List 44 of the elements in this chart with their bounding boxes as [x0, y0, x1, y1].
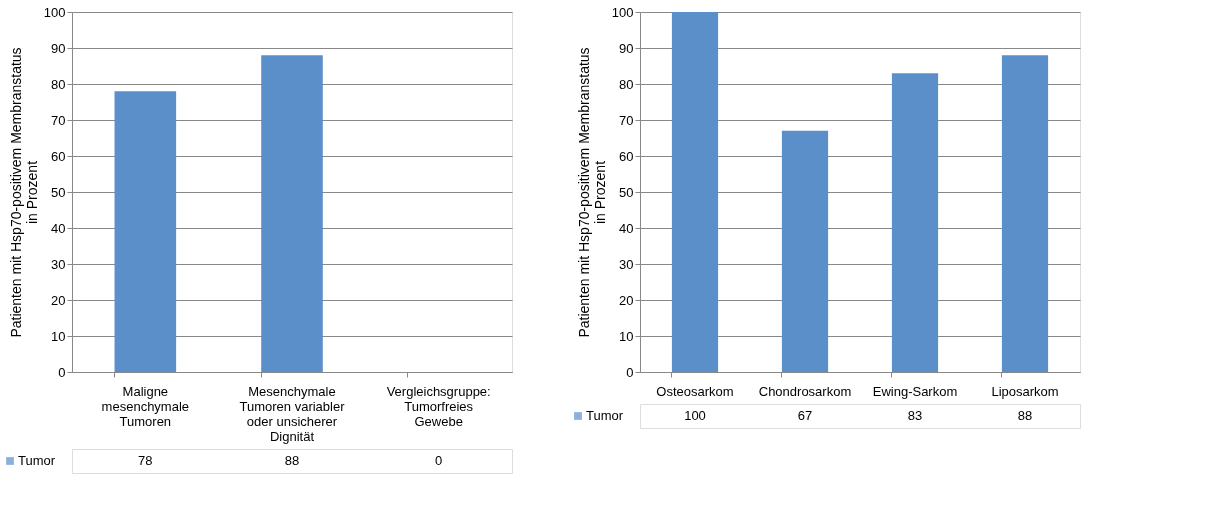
y-tick-label: 70 [619, 112, 634, 128]
data-label: 0 [435, 453, 443, 468]
y-tick-label: 50 [619, 184, 634, 200]
y-tick-label: 80 [51, 76, 66, 92]
y-tick-label: 90 [51, 40, 66, 56]
y-tick-label: 80 [619, 76, 634, 92]
data-label: 78 [138, 453, 153, 468]
y-tick-label: 20 [51, 292, 66, 308]
data-label: 67 [797, 408, 813, 423]
data-label: 88 [1017, 408, 1033, 423]
y-tick-label: 40 [51, 220, 66, 236]
x-tick-label: Maligne mesenchymale Tumoren [101, 383, 190, 429]
y-tick-label: 90 [619, 40, 634, 56]
legend-label: Tumor [586, 408, 624, 423]
x-tick-label: Chondrosarkom [758, 383, 852, 399]
y-tick-label: 50 [51, 184, 66, 200]
y-tick-label: 10 [619, 328, 634, 344]
legend-label: Tumor [18, 453, 56, 468]
y-tick-label: 60 [51, 148, 66, 164]
y-axis-title: Patienten mit Hsp70-positivem Membranstatus in Prozent [7, 47, 40, 338]
x-tick-label: Vergleichsgruppe: Tumorfreies Gewebe [386, 383, 491, 429]
x-tick-label: Mesenchymale Tumoren variabler oder unsicherer Dignität [239, 383, 346, 444]
x-tick-label: Ewing-Sarkom [872, 383, 958, 399]
y-tick-label: 30 [619, 256, 634, 272]
y-tick-label: 100 [43, 4, 66, 20]
bar [1001, 55, 1049, 372]
data-label: 88 [284, 453, 300, 468]
bar [891, 73, 939, 372]
x-tick-label: Osteosarkom [656, 383, 734, 399]
data-label: 100 [684, 408, 706, 423]
y-tick-label: 100 [611, 4, 634, 20]
y-tick-label: 70 [51, 112, 66, 128]
y-axis-title: Patienten mit Hsp70-positivem Membranstatus in Prozent [575, 47, 608, 338]
bar [781, 130, 829, 372]
y-tick-label: 60 [619, 148, 634, 164]
y-tick-label: 30 [51, 256, 66, 272]
y-tick-label: 40 [619, 220, 634, 236]
y-tick-label: 20 [619, 292, 634, 308]
x-tick-label: Liposarkom [991, 383, 1059, 399]
data-label: 83 [907, 408, 923, 423]
y-tick-label: 0 [58, 364, 66, 380]
y-tick-label: 10 [51, 328, 66, 344]
bar [671, 12, 719, 372]
y-tick-label: 0 [626, 364, 634, 380]
